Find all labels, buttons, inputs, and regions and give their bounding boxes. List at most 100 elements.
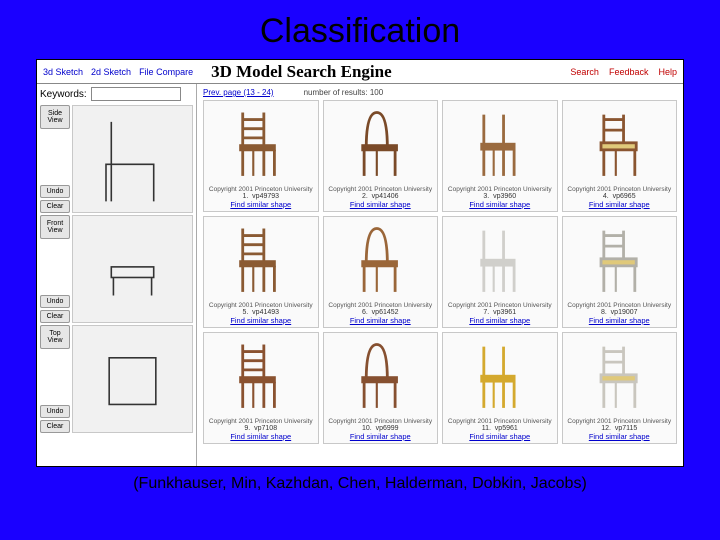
- result-caption: Copyright 2001 Princeton University: [448, 418, 552, 425]
- side-clear-button[interactable]: Clear: [40, 200, 70, 213]
- find-similar-link[interactable]: Find similar shape: [589, 316, 650, 325]
- tab-3d-sketch[interactable]: 3d Sketch: [43, 67, 83, 77]
- chair-render-icon: [206, 335, 316, 418]
- result-caption: Copyright 2001 Princeton University: [448, 302, 552, 309]
- citation: (Funkhauser, Min, Kazhdan, Chen, Halderm…: [0, 467, 720, 493]
- top-sketch-icon: [73, 326, 192, 432]
- result-cell[interactable]: Copyright 2001 Princeton University 5. v…: [203, 216, 319, 328]
- top-view-label[interactable]: Top View: [40, 325, 70, 349]
- result-id: 8. vp19007: [601, 309, 638, 316]
- side-view-label[interactable]: Side View: [40, 105, 70, 129]
- front-undo-button[interactable]: Undo: [40, 295, 70, 308]
- find-similar-link[interactable]: Find similar shape: [230, 200, 291, 209]
- slide-title-area: Classification: [0, 0, 720, 59]
- side-sketch-canvas[interactable]: [72, 105, 193, 213]
- result-id: 4. vp6965: [603, 193, 636, 200]
- result-cell[interactable]: Copyright 2001 Princeton University 12. …: [562, 332, 678, 444]
- find-similar-link[interactable]: Find similar shape: [469, 316, 530, 325]
- top-bar: 3d Sketch 2d Sketch File Compare 3D Mode…: [37, 60, 683, 84]
- content-area: Keywords: Side View Undo Clear: [37, 84, 683, 466]
- result-caption: Copyright 2001 Princeton University: [328, 186, 432, 193]
- result-cell[interactable]: Copyright 2001 Princeton University 2. v…: [323, 100, 439, 212]
- link-search[interactable]: Search: [570, 67, 599, 77]
- result-id: 11. vp5961: [482, 425, 518, 432]
- chair-render-icon: [445, 219, 555, 302]
- tab-file-compare[interactable]: File Compare: [139, 67, 193, 77]
- chair-render-icon: [565, 335, 675, 418]
- result-caption: Copyright 2001 Princeton University: [209, 302, 313, 309]
- chair-render-icon: [326, 219, 436, 302]
- app-title: 3D Model Search Engine: [211, 62, 570, 82]
- find-similar-link[interactable]: Find similar shape: [350, 200, 411, 209]
- link-help[interactable]: Help: [658, 67, 677, 77]
- chair-render-icon: [326, 335, 436, 418]
- result-caption: Copyright 2001 Princeton University: [209, 418, 313, 425]
- result-id: 5. vp41493: [242, 309, 279, 316]
- tab-2d-sketch[interactable]: 2d Sketch: [91, 67, 131, 77]
- keywords-label: Keywords:: [40, 89, 87, 100]
- side-undo-button[interactable]: Undo: [40, 185, 70, 198]
- result-cell[interactable]: Copyright 2001 Princeton University 1. v…: [203, 100, 319, 212]
- find-similar-link[interactable]: Find similar shape: [589, 200, 650, 209]
- result-cell[interactable]: Copyright 2001 Princeton University 11. …: [442, 332, 558, 444]
- result-caption: Copyright 2001 Princeton University: [448, 186, 552, 193]
- results-panel: Prev. page (13 - 24) number of results: …: [197, 84, 683, 466]
- result-cell[interactable]: Copyright 2001 Princeton University 6. v…: [323, 216, 439, 328]
- keywords-row: Keywords:: [40, 87, 193, 101]
- sketch-block-front: Front View Undo Clear: [40, 215, 193, 323]
- find-similar-link[interactable]: Find similar shape: [469, 432, 530, 441]
- top-clear-button[interactable]: Clear: [40, 420, 70, 433]
- chair-render-icon: [445, 335, 555, 418]
- top-right-links: Search Feedback Help: [570, 67, 677, 77]
- result-caption: Copyright 2001 Princeton University: [328, 302, 432, 309]
- slide-title: Classification: [260, 12, 460, 51]
- side-sketch-icon: [73, 106, 192, 212]
- result-id: 3. vp3960: [483, 193, 516, 200]
- result-id: 12. vp7115: [601, 425, 637, 432]
- result-caption: Copyright 2001 Princeton University: [567, 186, 671, 193]
- front-sketch-canvas[interactable]: [72, 215, 193, 323]
- find-similar-link[interactable]: Find similar shape: [350, 316, 411, 325]
- result-id: 7. vp3961: [483, 309, 516, 316]
- result-caption: Copyright 2001 Princeton University: [567, 418, 671, 425]
- side-btns: Side View Undo Clear: [40, 105, 70, 213]
- sketch-block-top: Top View Undo Clear: [40, 325, 193, 433]
- result-id: 1. vp49793: [242, 193, 279, 200]
- find-similar-link[interactable]: Find similar shape: [230, 316, 291, 325]
- left-panel: Keywords: Side View Undo Clear: [37, 84, 197, 466]
- result-cell[interactable]: Copyright 2001 Princeton University 7. v…: [442, 216, 558, 328]
- top-sketch-canvas[interactable]: [72, 325, 193, 433]
- find-similar-link[interactable]: Find similar shape: [230, 432, 291, 441]
- find-similar-link[interactable]: Find similar shape: [589, 432, 650, 441]
- results-grid: Copyright 2001 Princeton University 1. v…: [203, 100, 677, 444]
- result-cell[interactable]: Copyright 2001 Princeton University 4. v…: [562, 100, 678, 212]
- top-btns: Top View Undo Clear: [40, 325, 70, 433]
- chair-render-icon: [326, 103, 436, 186]
- front-clear-button[interactable]: Clear: [40, 310, 70, 323]
- result-cell[interactable]: Copyright 2001 Princeton University 9. v…: [203, 332, 319, 444]
- result-caption: Copyright 2001 Princeton University: [567, 302, 671, 309]
- chair-render-icon: [445, 103, 555, 186]
- front-sketch-icon: [73, 216, 192, 322]
- link-feedback[interactable]: Feedback: [609, 67, 649, 77]
- top-undo-button[interactable]: Undo: [40, 405, 70, 418]
- result-id: 6. vp61452: [362, 309, 399, 316]
- result-cell[interactable]: Copyright 2001 Princeton University 3. v…: [442, 100, 558, 212]
- keywords-input[interactable]: [91, 87, 181, 101]
- chair-render-icon: [565, 219, 675, 302]
- result-id: 9. vp7108: [244, 425, 277, 432]
- result-cell[interactable]: Copyright 2001 Princeton University 10. …: [323, 332, 439, 444]
- result-caption: Copyright 2001 Princeton University: [328, 418, 432, 425]
- result-caption: Copyright 2001 Princeton University: [209, 186, 313, 193]
- result-count: number of results: 100: [304, 88, 384, 97]
- chair-render-icon: [206, 103, 316, 186]
- result-cell[interactable]: Copyright 2001 Princeton University 8. v…: [562, 216, 678, 328]
- result-id: 10. vp6999: [362, 425, 399, 432]
- app-screenshot: 3d Sketch 2d Sketch File Compare 3D Mode…: [36, 59, 684, 467]
- front-view-label[interactable]: Front View: [40, 215, 70, 239]
- prev-page-link[interactable]: Prev. page (13 - 24): [203, 88, 274, 97]
- find-similar-link[interactable]: Find similar shape: [469, 200, 530, 209]
- find-similar-link[interactable]: Find similar shape: [350, 432, 411, 441]
- front-btns: Front View Undo Clear: [40, 215, 70, 323]
- result-id: 2. vp41406: [362, 193, 399, 200]
